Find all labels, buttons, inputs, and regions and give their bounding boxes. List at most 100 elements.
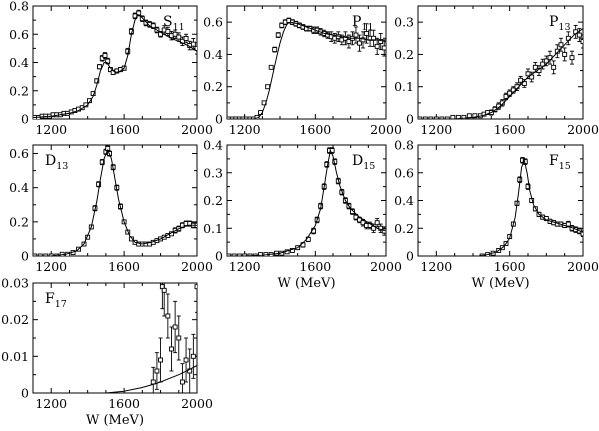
- data-point: [576, 32, 582, 38]
- panel-label-main: S: [163, 14, 173, 30]
- y-tick-label: 0: [21, 386, 29, 401]
- data-point: [227, 116, 232, 119]
- y-tick-label: 0.6: [394, 165, 414, 180]
- x-tick-label: 1200: [35, 396, 67, 411]
- data-point: [455, 114, 461, 119]
- panel-label-subscript: 11: [361, 22, 373, 33]
- panel-label-main: P: [549, 14, 558, 30]
- data-point: [176, 34, 182, 40]
- y-tick-label: 0.3: [203, 165, 223, 180]
- data-point: [169, 346, 174, 352]
- data-point: [236, 253, 242, 256]
- data-point: [268, 64, 274, 70]
- data-point: [433, 116, 439, 119]
- y-tick-label: 0.4: [203, 47, 223, 62]
- panel-label-subscript: 13: [56, 161, 68, 172]
- data-point: [364, 30, 370, 36]
- x-tick-label: 2000: [370, 122, 402, 137]
- data-point: [349, 209, 355, 215]
- x-tick-label: 2000: [181, 396, 213, 411]
- x-tick-label: 2000: [370, 259, 402, 274]
- data-point: [37, 253, 43, 256]
- panel-label: P13: [549, 14, 571, 33]
- y-tick-label: 0.2: [203, 193, 223, 208]
- plot-area: [418, 24, 583, 119]
- data-point: [374, 43, 380, 49]
- fit-curve: [478, 158, 583, 256]
- data-point: [190, 41, 196, 47]
- axes-frame: [417, 5, 584, 120]
- data-point: [102, 52, 108, 58]
- y-tick-label: 0.4: [203, 138, 223, 153]
- data-point: [558, 42, 564, 48]
- panel-label: D13: [45, 153, 68, 172]
- data-point: [243, 116, 249, 119]
- data-point: [99, 159, 105, 165]
- panel-label: F17: [45, 291, 67, 310]
- data-point: [289, 247, 295, 253]
- x-tick-label: 1600: [108, 259, 140, 274]
- panel-label: S11: [163, 14, 185, 33]
- data-point: [190, 353, 196, 359]
- data-point: [275, 32, 281, 38]
- data-point: [252, 253, 258, 256]
- x-tick-label: 2000: [181, 122, 213, 137]
- y-tick-label: 0.02: [1, 312, 29, 327]
- panel-label: P11: [352, 14, 374, 33]
- panel-label-main: F: [45, 291, 55, 307]
- data-point: [154, 368, 160, 374]
- panel-label-main: D: [352, 153, 363, 169]
- data-point: [422, 116, 428, 119]
- data-point: [439, 116, 445, 119]
- panel-p13: 1200 1600 2000 0 0.1 0.2 0.3 P13: [394, 5, 599, 137]
- fit-curve: [33, 13, 197, 119]
- x-tick-label: 1600: [108, 122, 140, 137]
- data-point: [324, 161, 330, 167]
- panel-f15: 1200 1600 2000 0 0.2 0.4 0.6 0.8 W (MeV) F15: [394, 138, 599, 292]
- panel-label-main: F: [549, 153, 559, 169]
- fit-curve: [227, 149, 386, 256]
- data-point: [236, 116, 242, 119]
- data-point: [233, 116, 239, 119]
- data-point: [176, 335, 182, 341]
- y-tick-label: 0.03: [1, 276, 29, 291]
- data-point: [279, 22, 285, 28]
- x-axis-label: W (MeV): [471, 276, 529, 291]
- y-tick-label: 0.3: [394, 15, 414, 30]
- fit-curve: [418, 28, 583, 119]
- y-tick-label: 0.8: [9, 0, 29, 14]
- y-tick-label: 0.4: [9, 55, 29, 70]
- data-point: [251, 116, 256, 119]
- x-tick-label: 1600: [494, 259, 526, 274]
- panel-label-main: D: [45, 153, 56, 169]
- data-point: [532, 64, 538, 70]
- y-tick-label: 0: [215, 112, 223, 127]
- data-point: [258, 252, 264, 256]
- data-point: [172, 324, 178, 330]
- data-point: [265, 84, 271, 90]
- data-point: [247, 116, 253, 119]
- fit-curve: [227, 21, 386, 119]
- x-tick-label: 2000: [567, 122, 599, 137]
- y-tick-label: 0.01: [1, 349, 29, 364]
- plot-area: [227, 147, 386, 256]
- data-point: [525, 184, 531, 190]
- data-point: [43, 253, 49, 256]
- plot-area: [227, 17, 386, 119]
- panel-label-subscript: 13: [558, 22, 570, 33]
- panel-label-subscript: 17: [55, 299, 67, 310]
- data-point: [381, 45, 386, 51]
- data-point: [353, 32, 359, 38]
- panel-label: D15: [352, 153, 375, 172]
- data-point: [461, 114, 467, 119]
- data-point: [381, 228, 386, 234]
- fit-curve: [33, 148, 197, 256]
- data-point: [183, 36, 189, 41]
- data-point: [472, 113, 478, 119]
- y-tick-label: 0: [406, 112, 414, 127]
- axes-frame: [226, 5, 387, 120]
- axes-frame: [32, 144, 198, 257]
- panel-label-subscript: 11: [173, 22, 185, 33]
- y-tick-label: 0.1: [203, 221, 223, 236]
- x-tick-label: 1200: [229, 259, 261, 274]
